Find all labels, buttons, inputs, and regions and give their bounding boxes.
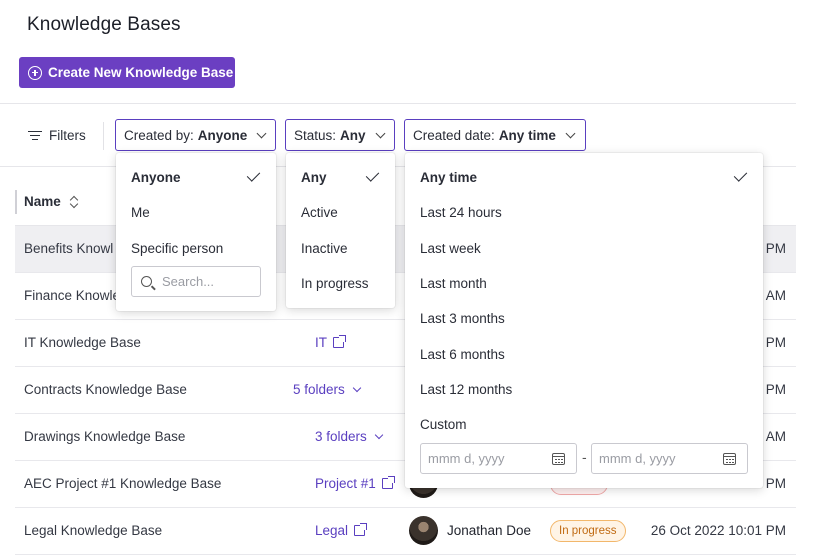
row-date: PM: [765, 476, 786, 491]
menu-item-inactive[interactable]: Inactive: [301, 241, 348, 256]
search-icon: [141, 276, 152, 287]
menu-item-last-month[interactable]: Last month: [420, 276, 487, 291]
menu-item-last-3-months[interactable]: Last 3 months: [420, 311, 505, 326]
create-button-label: Create New Knowledge Base: [48, 65, 234, 80]
status-value: Any: [340, 127, 366, 143]
filter-divider: [0, 166, 796, 167]
name-column-label: Name: [24, 194, 61, 209]
row-name: Drawings Knowledge Base: [24, 429, 186, 444]
created-date-menu: Any time Last 24 hours Last week Last mo…: [405, 153, 763, 488]
row-name: IT Knowledge Base: [24, 335, 141, 350]
folders-toggle[interactable]: 3 folders: [315, 429, 384, 444]
source-link[interactable]: Legal: [315, 523, 368, 538]
menu-item-last-24-hours[interactable]: Last 24 hours: [420, 205, 502, 220]
created-by-label: Created by:: [124, 127, 194, 143]
calendar-icon[interactable]: [723, 452, 736, 465]
menu-item-in-progress[interactable]: In progress: [301, 276, 369, 291]
chevron-down-icon: [256, 128, 267, 138]
avatar: [409, 516, 438, 545]
row-date: PM: [765, 382, 786, 397]
filter-separator: [103, 122, 104, 150]
filters-label: Filters: [49, 128, 86, 143]
menu-item-custom[interactable]: Custom: [420, 417, 467, 432]
check-icon: [246, 168, 261, 182]
name-column-header[interactable]: Name: [24, 194, 78, 209]
row-date: 26 Oct 2022 10:01 PM: [650, 523, 786, 538]
row-name: Legal Knowledge Base: [24, 523, 163, 538]
external-link-icon: [381, 476, 395, 489]
source-link-label: Legal: [315, 523, 349, 538]
page-title: Knowledge Bases: [27, 14, 181, 35]
menu-item-last-12-months[interactable]: Last 12 months: [420, 382, 513, 397]
header-divider: [0, 103, 796, 104]
created-date-filter[interactable]: Created date: Any time: [404, 119, 586, 151]
row-date: PM: [765, 241, 786, 256]
owner-name: Jonathan Doe: [447, 523, 532, 538]
menu-item-last-week[interactable]: Last week: [420, 241, 481, 256]
date-from-field[interactable]: [420, 443, 577, 474]
row-name: Contracts Knowledge Base: [24, 382, 187, 397]
created-by-value: Anyone: [197, 127, 248, 143]
chevron-down-icon: [352, 383, 362, 392]
create-knowledge-base-button[interactable]: Create New Knowledge Base: [19, 57, 235, 88]
row-date: AM: [765, 288, 786, 303]
created-date-value: Any time: [498, 127, 556, 143]
external-link-icon: [354, 523, 368, 536]
status-filter[interactable]: Status: Any: [285, 119, 395, 151]
sort-icon: [70, 195, 78, 209]
menu-item-me[interactable]: Me: [131, 205, 150, 220]
chevron-down-icon: [565, 128, 576, 138]
calendar-icon[interactable]: [552, 452, 565, 465]
row-name: AEC Project #1 Knowledge Base: [24, 476, 222, 491]
chevron-down-icon: [374, 430, 384, 439]
date-range-separator: -: [582, 449, 587, 465]
status-label: Status:: [294, 127, 337, 143]
row-name: Finance Knowle: [24, 288, 121, 303]
date-to-field[interactable]: [591, 443, 748, 474]
external-link-icon: [333, 335, 346, 348]
created-by-filter[interactable]: Created by: Anyone: [115, 119, 276, 151]
check-icon: [733, 168, 748, 182]
check-icon: [365, 168, 380, 182]
created-date-label: Created date:: [413, 127, 495, 143]
column-header-marker: [15, 190, 17, 214]
chevron-down-icon: [375, 128, 385, 138]
created-by-menu: Anyone Me Specific person: [116, 153, 276, 311]
menu-item-specific-person[interactable]: Specific person: [131, 241, 224, 256]
source-link[interactable]: IT: [315, 335, 346, 350]
row-date: AM: [765, 429, 786, 444]
menu-item-anyone[interactable]: Anyone: [131, 170, 181, 185]
source-link[interactable]: Project #1: [315, 476, 395, 491]
folders-label: 3 folders: [315, 429, 367, 444]
date-from-input[interactable]: [428, 451, 546, 466]
menu-item-any-time[interactable]: Any time: [420, 170, 478, 185]
status-menu: Any Active Inactive In progress: [286, 153, 395, 308]
table-row[interactable]: Legal Knowledge Base Legal Jonathan Doe …: [15, 508, 796, 555]
menu-item-any[interactable]: Any: [301, 170, 327, 185]
person-search-input[interactable]: [162, 274, 252, 289]
filter-icon: [28, 130, 42, 141]
source-link-label: Project #1: [315, 476, 376, 491]
filters-toggle[interactable]: Filters: [28, 128, 86, 143]
menu-item-active[interactable]: Active: [301, 205, 338, 220]
date-to-input[interactable]: [599, 451, 717, 466]
row-date: PM: [765, 335, 786, 350]
plus-circle-icon: [28, 65, 42, 80]
person-search-field[interactable]: [131, 266, 261, 297]
source-link-label: IT: [315, 335, 327, 350]
menu-item-last-6-months[interactable]: Last 6 months: [420, 347, 505, 362]
folders-label: 5 folders: [293, 382, 345, 397]
row-name: Benefits Knowl: [24, 241, 114, 256]
status-badge: In progress: [550, 520, 626, 542]
folders-toggle[interactable]: 5 folders: [293, 382, 362, 397]
